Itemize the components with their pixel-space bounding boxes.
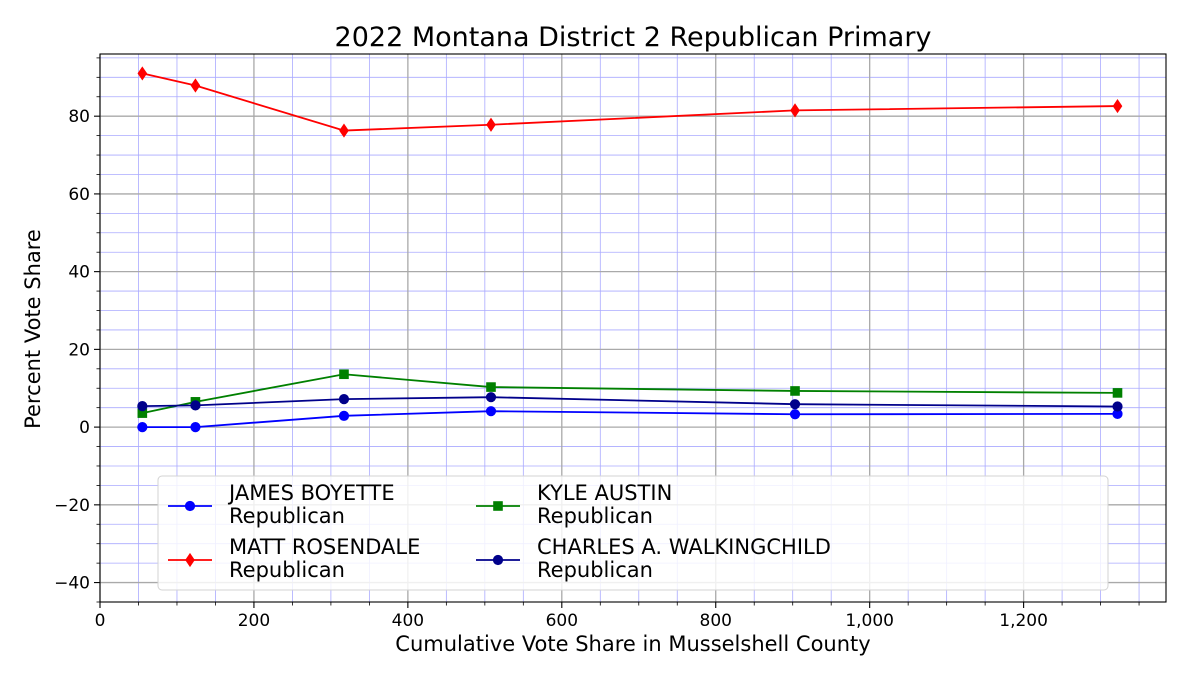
- data-point-charles-a-walkingchild: [338, 394, 350, 405]
- x-tick-label: 0: [95, 611, 106, 631]
- data-point-matt-rosendale: [790, 103, 800, 118]
- series-charles-a-walkingchild: [137, 392, 1123, 412]
- data-point-matt-rosendale: [190, 78, 201, 93]
- data-point-james-boyette: [338, 410, 350, 421]
- data-point-charles-a-walkingchild: [137, 401, 148, 412]
- series-kyle-austin: [137, 369, 1123, 418]
- data-point-matt-rosendale: [486, 117, 496, 132]
- x-tick-label: 600: [546, 611, 578, 631]
- x-tick-label: 400: [392, 611, 424, 631]
- data-point-james-boyette: [137, 422, 148, 433]
- axes-frame: [99, 53, 1167, 603]
- y-tick-label: 0: [79, 418, 90, 438]
- chart-title: 2022 Montana District 2 Republican Prima…: [335, 22, 932, 53]
- data-point-charles-a-walkingchild: [1112, 401, 1123, 412]
- y-axis-ticks: −40 −20 0 20 40 60 80: [54, 57, 100, 603]
- legend-party: Republican: [537, 504, 653, 528]
- legend-name: KYLE AUSTIN: [537, 481, 672, 505]
- data-point-charles-a-walkingchild: [789, 399, 801, 410]
- data-point-kyle-austin: [1112, 388, 1123, 398]
- data-point-charles-a-walkingchild: [485, 392, 497, 403]
- data-point-james-boyette: [190, 422, 201, 433]
- x-axis-label: Cumulative Vote Share in Musselshell Cou…: [395, 632, 870, 656]
- data-point-matt-rosendale: [339, 123, 349, 138]
- x-tick-label: 200: [238, 611, 270, 631]
- y-tick-label: −40: [54, 574, 90, 594]
- x-tick-label: 1,200: [999, 611, 1048, 631]
- series-james-boyette: [137, 406, 1123, 433]
- y-tick-label: 20: [68, 340, 90, 360]
- x-axis-ticks: 0 200 400 600 800 1,000 1,200: [95, 602, 1140, 631]
- legend-marker: [492, 554, 504, 566]
- plot-area-border: [99, 53, 1167, 603]
- legend-marker: [184, 500, 196, 512]
- series-line-charles-a-walkingchild: [142, 396, 1118, 408]
- data-point-kyle-austin: [790, 386, 800, 396]
- series-matt-rosendale: [137, 66, 1123, 138]
- data-point-matt-rosendale: [1112, 98, 1123, 114]
- x-tick-label: 800: [700, 611, 732, 631]
- data-point-kyle-austin: [486, 382, 496, 392]
- series-layer: [137, 66, 1123, 433]
- y-tick-label: 60: [68, 185, 90, 205]
- legend-marker: [493, 501, 503, 511]
- data-point-james-boyette: [789, 409, 801, 420]
- legend-name: MATT ROSENDALE: [229, 535, 420, 559]
- legend-marker: [185, 552, 195, 568]
- legend-name: JAMES BOYETTE: [227, 481, 395, 505]
- series-line-matt-rosendale: [142, 72, 1118, 132]
- data-point-matt-rosendale: [137, 66, 148, 81]
- series-line-kyle-austin: [142, 373, 1118, 414]
- y-tick-label: −20: [54, 496, 90, 516]
- y-axis-label: Percent Vote Share: [21, 229, 45, 429]
- data-point-james-boyette: [485, 406, 497, 417]
- data-point-charles-a-walkingchild: [190, 400, 201, 411]
- legend-party: Republican: [537, 558, 653, 582]
- legend-party: Republican: [229, 504, 345, 528]
- x-tick-label: 1,000: [845, 611, 894, 631]
- y-tick-label: 80: [68, 107, 90, 127]
- legend-box: [157, 475, 1109, 591]
- y-tick-label: 40: [68, 263, 90, 283]
- legend-party: Republican: [229, 558, 345, 582]
- data-point-kyle-austin: [339, 369, 349, 380]
- series-line-james-boyette: [142, 410, 1118, 429]
- legend-name: CHARLES A. WALKINGCHILD: [537, 535, 831, 559]
